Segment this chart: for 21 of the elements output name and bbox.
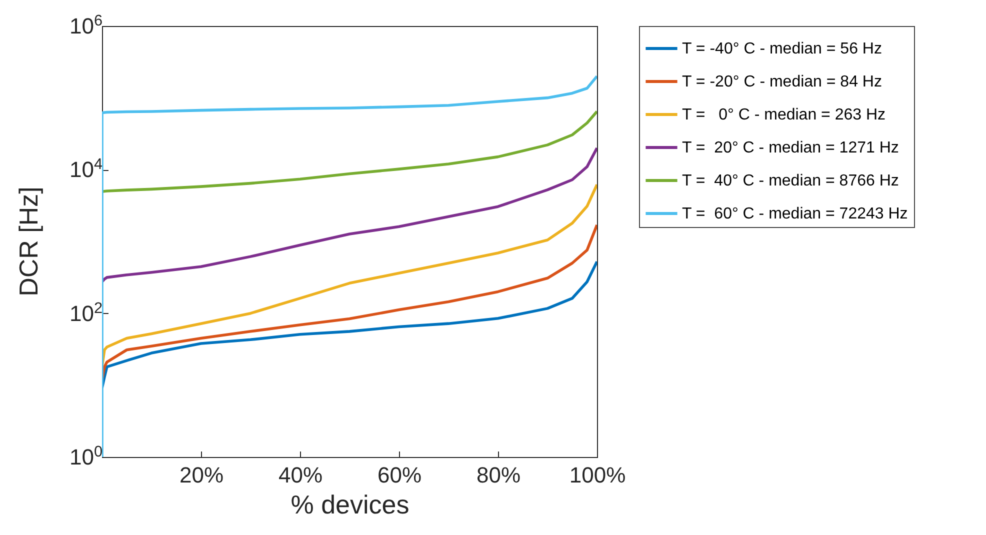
x-axis-title: % devices: [290, 490, 410, 520]
x-tick-label: 80%: [476, 462, 521, 488]
line-series: [102, 110, 597, 194]
legend-label: T = 0° C - median = 263 Hz: [682, 106, 886, 124]
x-tick-label: 20%: [179, 462, 224, 488]
x-tick-label: 40%: [278, 462, 323, 488]
line-series: [102, 146, 597, 284]
y-tick-label: 10$^{4}$: [69, 156, 103, 182]
line-series: [102, 224, 597, 381]
y-axis-title: DCR [Hz]: [14, 186, 44, 296]
legend-label: T = 40° C - median = 8766 Hz: [682, 172, 899, 190]
legend-label: T = -20° C - median = 84 Hz: [682, 74, 882, 90]
legend-label: T = 20° C - median = 1271 Hz: [682, 140, 899, 156]
legend-label: T = -40° C - median = 56 Hz: [682, 40, 882, 58]
y-tick-label: 10$^{0}$: [69, 443, 102, 470]
x-tick-label: 100%: [569, 462, 626, 488]
line-series: [102, 74, 597, 457]
y-tick-label: 10$^{2}$: [69, 299, 102, 326]
x-tick-label: 60%: [377, 462, 422, 488]
legend-label: T = 60° C - median = 72243 Hz: [682, 206, 908, 222]
y-tick-label: 10$^{6}$: [69, 12, 102, 38]
